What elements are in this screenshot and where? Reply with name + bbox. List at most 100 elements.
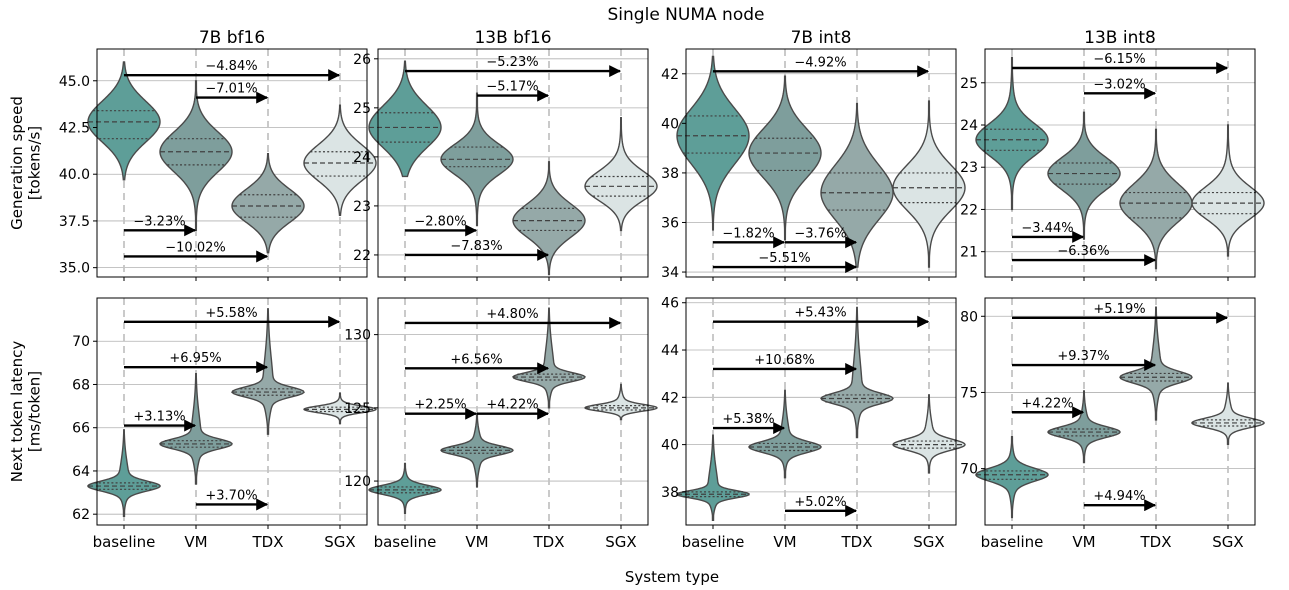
x-tick-label: VM xyxy=(465,533,488,551)
annotation-label: −6.36% xyxy=(1057,244,1109,259)
annotation-label: +4.22% xyxy=(1021,396,1073,411)
figure-xlabel: System type xyxy=(625,568,719,586)
x-tick-label: SGX xyxy=(324,533,355,551)
axes-frame xyxy=(377,297,649,526)
violin-baseline xyxy=(368,60,442,178)
x-tick-label: SGX xyxy=(1212,533,1243,551)
annotation-label: +5.19% xyxy=(1093,302,1145,317)
annotation-label: −7.83% xyxy=(450,239,502,254)
violin-SGX xyxy=(1191,382,1265,445)
violin-TDX xyxy=(512,307,586,409)
annotation-label: +6.56% xyxy=(450,352,502,367)
annotation-label: −3.02% xyxy=(1093,77,1145,92)
violin-SGX xyxy=(892,100,966,268)
panel-1: −4.84% −7.01% −3.23% −10.02% 35.0 37.5 40.0 42.… xyxy=(59,28,377,281)
panel-5: +5.58% +6.95% +3.13% +3.70% 62 64 66 68 70 baseli… xyxy=(72,297,377,551)
y-tick-label: 42.5 xyxy=(59,120,90,136)
annotation-label: +3.70% xyxy=(205,488,257,503)
annotation-label: +5.38% xyxy=(722,412,774,427)
axes-frame xyxy=(984,48,1256,278)
annotation-label: +9.37% xyxy=(1057,349,1109,364)
y-tick-label: 37.5 xyxy=(59,214,90,230)
y-tick-label: 45.0 xyxy=(59,74,90,90)
y-tick-label: 38 xyxy=(661,485,679,501)
y-tick-label: 130 xyxy=(344,328,371,344)
axes-frame xyxy=(984,297,1256,526)
annotation-label: −4.92% xyxy=(794,55,846,70)
panels: −4.84% −7.01% −3.23% −10.02% 35.0 37.5 40.0 42.… xyxy=(59,28,1265,551)
violin-SGX xyxy=(303,104,377,217)
y-tick-label: 21 xyxy=(960,245,978,261)
x-tick-label: baseline xyxy=(981,533,1044,551)
y-tick-label: 64 xyxy=(72,464,90,480)
x-tick-label: VM xyxy=(1072,533,1095,551)
annotation-label: +2.25% xyxy=(414,398,466,413)
violin-baseline xyxy=(368,462,442,514)
x-tick-label: SGX xyxy=(913,533,944,551)
panel-4: −6.15% −3.02% −3.44% −6.36% 21 22 23 24 25 13B in… xyxy=(960,28,1265,281)
row-ylabel-line: [ms/token] xyxy=(25,371,43,452)
violin-baseline xyxy=(87,429,161,518)
annotation-label: +4.94% xyxy=(1093,489,1145,504)
violin-baseline xyxy=(975,435,1049,519)
y-tick-label: 24 xyxy=(960,118,978,134)
row-ylabel-1: Next token latency[ms/token] xyxy=(8,341,43,483)
y-tick-label: 40 xyxy=(661,116,679,132)
x-tick-label: baseline xyxy=(682,533,745,551)
violin-VM xyxy=(1047,390,1121,464)
y-tick-label: 35.0 xyxy=(59,261,90,277)
panel-title: 13B bf16 xyxy=(474,28,551,48)
annotation-label: +3.13% xyxy=(133,410,185,425)
annotation-label: −4.84% xyxy=(205,59,257,74)
y-tick-label: 23 xyxy=(353,199,371,215)
figure-suptitle: Single NUMA node xyxy=(608,5,765,25)
x-tick-label: VM xyxy=(773,533,796,551)
violin-SGX xyxy=(1191,124,1265,257)
violin-VM xyxy=(159,372,233,485)
violin-TDX xyxy=(231,308,305,435)
x-tick-label: TDX xyxy=(841,533,873,551)
y-tick-label: 34 xyxy=(661,265,679,281)
y-tick-label: 70 xyxy=(960,462,978,478)
y-tick-label: 46 xyxy=(661,296,679,312)
y-tick-label: 120 xyxy=(344,474,371,490)
violin-SGX xyxy=(303,392,377,425)
violin-SGX xyxy=(892,394,966,474)
annotation-label: −5.51% xyxy=(758,251,810,266)
panel-title: 13B int8 xyxy=(1084,28,1156,48)
row-ylabel-0: Generation speed[tokens/s] xyxy=(8,96,43,230)
violin-SGX xyxy=(584,383,658,421)
violin-baseline xyxy=(87,61,161,181)
y-tick-label: 70 xyxy=(72,334,90,350)
y-tick-label: 68 xyxy=(72,377,90,393)
axes-frame xyxy=(96,297,368,526)
y-tick-label: 36 xyxy=(661,215,679,231)
row-ylabel-line: Generation speed xyxy=(8,96,26,230)
annotation-label: +6.95% xyxy=(169,351,221,366)
y-tick-label: 25 xyxy=(353,101,371,117)
violin-VM xyxy=(748,389,822,479)
y-tick-label: 22 xyxy=(960,202,978,218)
x-tick-label: TDX xyxy=(252,533,284,551)
annotation-label: −3.76% xyxy=(794,226,846,241)
y-tick-label: 125 xyxy=(344,401,371,417)
axes-frame xyxy=(685,297,957,526)
annotation-label: −3.23% xyxy=(133,214,185,229)
annotation-label: −1.82% xyxy=(722,226,774,241)
annotation-label: −7.01% xyxy=(205,82,257,97)
annotation-label: −5.23% xyxy=(486,55,538,70)
annotation-label: −3.44% xyxy=(1021,221,1073,236)
violin-baseline xyxy=(676,434,750,521)
y-tick-label: 42 xyxy=(661,67,679,83)
y-tick-label: 40 xyxy=(661,438,679,454)
y-tick-label: 42 xyxy=(661,390,679,406)
panel-3: −4.92% −1.82% −3.76% −5.51% 34 36 38 40 42 7B int… xyxy=(661,28,966,281)
x-tick-label: VM xyxy=(184,533,207,551)
y-tick-label: 40.0 xyxy=(59,167,90,183)
x-tick-label: SGX xyxy=(605,533,636,551)
violin-TDX xyxy=(231,152,305,254)
panel-7: +5.43% +10.68% +5.38% +5.02% 38 40 42 44 46 basel… xyxy=(661,296,966,551)
y-tick-label: 24 xyxy=(353,150,371,166)
y-tick-label: 80 xyxy=(960,309,978,325)
